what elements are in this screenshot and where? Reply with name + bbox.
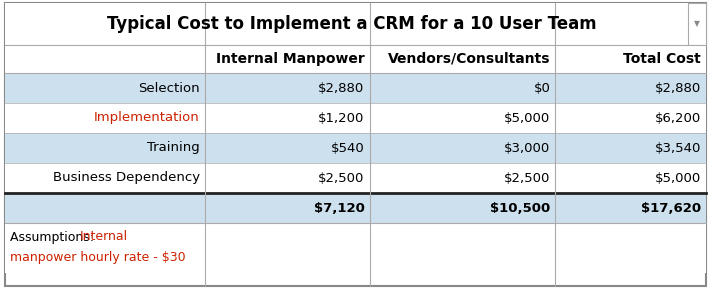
Text: $5,000: $5,000 (655, 171, 701, 184)
Text: Selection: Selection (138, 81, 200, 95)
Bar (205, 163, 370, 193)
Bar (370, 73, 555, 103)
Bar (205, 133, 370, 163)
Bar (205, 223, 370, 273)
Text: $17,620: $17,620 (641, 201, 701, 214)
Text: Total Cost: Total Cost (624, 52, 701, 66)
Bar (555, 133, 706, 163)
Bar (370, 103, 555, 133)
Bar (5, 223, 205, 273)
Text: $10,500: $10,500 (490, 201, 550, 214)
Text: $0: $0 (533, 81, 550, 95)
Bar (5, 103, 205, 133)
Text: manpower hourly rate - $30: manpower hourly rate - $30 (10, 251, 186, 264)
Bar (555, 223, 706, 273)
Text: $540: $540 (331, 142, 365, 155)
Text: $1,200: $1,200 (318, 112, 365, 125)
Text: $5,000: $5,000 (504, 112, 550, 125)
Text: Implementation: Implementation (94, 112, 200, 125)
Bar (370, 163, 555, 193)
Bar (555, 193, 706, 223)
Bar (370, 193, 555, 223)
Text: Typical Cost to Implement a CRM for a 10 User Team: Typical Cost to Implement a CRM for a 10… (107, 15, 597, 33)
Bar (688, 3, 706, 45)
Text: $7,120: $7,120 (314, 201, 365, 214)
Bar (205, 73, 370, 103)
Bar (5, 3, 706, 45)
Text: $2,500: $2,500 (318, 171, 365, 184)
Text: Assumptions:: Assumptions: (10, 231, 98, 244)
Bar (555, 163, 706, 193)
Bar (5, 45, 706, 73)
Text: Internal: Internal (80, 231, 128, 244)
Bar (5, 163, 205, 193)
Text: $2,880: $2,880 (655, 81, 701, 95)
Text: Training: Training (147, 142, 200, 155)
Bar (205, 193, 370, 223)
Bar (5, 133, 205, 163)
Text: $3,000: $3,000 (504, 142, 550, 155)
Bar (370, 223, 555, 273)
Bar (555, 103, 706, 133)
Text: ▼: ▼ (694, 19, 700, 29)
Bar (205, 103, 370, 133)
Text: Internal Manpower: Internal Manpower (215, 52, 365, 66)
Text: Vendors/Consultants: Vendors/Consultants (387, 52, 550, 66)
Text: $2,500: $2,500 (504, 171, 550, 184)
Text: $2,880: $2,880 (319, 81, 365, 95)
Text: $6,200: $6,200 (655, 112, 701, 125)
Bar (5, 193, 205, 223)
Bar (370, 133, 555, 163)
Text: $3,540: $3,540 (655, 142, 701, 155)
Bar (555, 73, 706, 103)
Bar (5, 73, 205, 103)
Text: Business Dependency: Business Dependency (53, 171, 200, 184)
